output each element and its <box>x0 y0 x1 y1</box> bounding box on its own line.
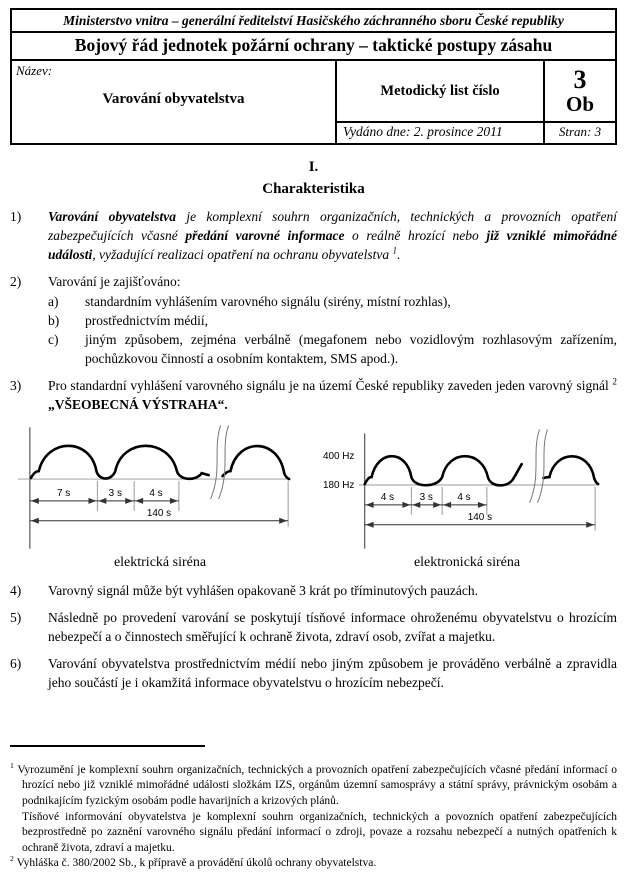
list-item-2: 2) Varování je zajišťováno: a) standardn… <box>10 272 617 368</box>
subitem-c: c) jiným způsobem, zejména verbálně (meg… <box>48 330 617 368</box>
document-title: Bojový řád jednotek požární ochrany – ta… <box>12 33 615 61</box>
text-run: , vyžadující realizaci opatření na ochra… <box>92 247 393 263</box>
subitem-number: c) <box>48 331 59 347</box>
sheet-label: Metodický list číslo <box>337 61 545 123</box>
item-text: Pro standardní vyhlášení varovného signá… <box>48 376 617 414</box>
item-number: 4) <box>10 582 22 598</box>
dim-label: 4 s <box>381 491 394 502</box>
list-item-4: 4) Varovný signál může být vyhlášen opak… <box>10 581 617 600</box>
footnote-2: 2 Vyhláška č. 380/2002 Sb., k přípravě a… <box>10 854 617 872</box>
issued-date: Vydáno dne: 2. prosince 2011 <box>337 123 545 143</box>
text-run: je komplexní souhrn organizačních, techn… <box>48 209 617 244</box>
footnote-text: Vyrozumění je komplexní souhrn organizač… <box>17 763 617 807</box>
electronic-siren-caption: elektronická siréna <box>413 554 521 570</box>
footnote-ref-1: 1 <box>392 245 398 256</box>
freq-low-label: 180 Hz <box>323 480 354 491</box>
dim-label-total: 140 s <box>147 507 171 518</box>
footnote-number: 1 <box>10 760 14 770</box>
bold-run: předání varovné informace <box>185 228 345 244</box>
item-text: Varovný signál může být vyhlášen opakova… <box>48 582 479 598</box>
page-count: Stran: 3 <box>558 124 602 139</box>
bold-run: Varování obyvatelstva <box>48 209 177 224</box>
break-marks <box>210 424 230 499</box>
break-marks <box>529 428 548 503</box>
list-item-6: 6) Varování obyvatelstva prostřednictvím… <box>10 654 617 692</box>
item-number: 5) <box>10 609 22 625</box>
dim-label: 7 s <box>57 488 70 499</box>
electronic-siren-figure: 400 Hz 180 Hz 4 s 3 s 4 s <box>323 428 600 549</box>
text-run: o reálně hrozící nebo <box>344 228 487 244</box>
item-number: 6) <box>10 656 22 672</box>
siren-diagrams: 7 s 3 s 4 s 140 s elektrická siréna 400 … <box>10 423 617 571</box>
header-grid: Název: Varování obyvatelstva Metodický l… <box>12 61 615 143</box>
subitem-number: b) <box>48 312 60 328</box>
list-item-5: 5) Následně po provedení varování se pos… <box>10 608 617 646</box>
item-text: Varování obyvatelstva je komplexní souhr… <box>48 207 617 264</box>
subitem-text: prostřednictvím médií, <box>85 312 208 328</box>
electric-siren-figure: 7 s 3 s 4 s 140 s <box>17 424 291 549</box>
subitem-b: b) prostřednictvím médií, <box>48 311 617 330</box>
electronic-siren-diagram: 400 Hz 180 Hz 4 s 3 s 4 s <box>317 423 617 571</box>
dim-label-total: 140 s <box>468 511 492 522</box>
footnote-separator <box>10 744 205 747</box>
dimension-row-1: 7 s 3 s 4 s <box>29 488 179 504</box>
subitem-text: standardním vyhlášením varovného signálu… <box>85 293 451 309</box>
name-cell: Název: Varování obyvatelstva <box>12 61 337 143</box>
list-item-3: 3) Pro standardní vyhlášení varovného si… <box>10 376 617 414</box>
subitem-text: jiným způsobem, zejména verbálně (megafo… <box>85 331 617 367</box>
text-run: Pro standardní vyhlášení varovného signá… <box>48 378 613 394</box>
footnote-ref-2: 2 <box>612 376 617 387</box>
dimension-row-total: 140 s <box>29 507 289 524</box>
footnote-1-continued: Tísňové informování obyvatelstva je komp… <box>22 810 617 854</box>
bold-run: „VŠEOBECNÁ VÝSTRAHA“. <box>48 397 228 413</box>
dim-label: 4 s <box>457 491 470 502</box>
item-text: Následně po provedení varování se poskyt… <box>48 609 617 644</box>
item-lead: Varování je zajišťováno: <box>48 274 181 290</box>
sheet-number-cell: 3 Ob <box>545 61 615 123</box>
sheet-code: Ob <box>565 91 594 116</box>
item-number: 2) <box>10 274 22 290</box>
dim-label: 3 s <box>109 488 122 499</box>
siren-waveform <box>363 454 600 487</box>
footnotes-section: 1 Vyrozumění je komplexní souhrn organiz… <box>10 744 617 872</box>
electric-siren-caption: elektrická siréna <box>113 554 207 570</box>
footnote-1: 1 Vyrozumění je komplexní souhrn organiz… <box>10 760 617 810</box>
list-item-1: 1) Varování obyvatelstva je komplexní so… <box>10 207 617 264</box>
sheet-number: 3 <box>573 65 587 95</box>
subitem-a: a) standardním vyhlášením varovného sign… <box>48 292 617 311</box>
header-table: Ministerstvo vnitra – generální ředitels… <box>10 8 617 145</box>
footnote-text: Vyhláška č. 380/2002 Sb., k přípravě a p… <box>16 857 377 870</box>
freq-high-label: 400 Hz <box>323 451 354 462</box>
dim-label: 4 s <box>149 488 162 499</box>
item-number: 1) <box>10 209 22 224</box>
bold-run: již vzniklé mimořádné události <box>48 228 617 263</box>
text-run: . <box>397 247 401 263</box>
item-text: Varování obyvatelstva prostřednictvím mé… <box>48 656 617 691</box>
subitem-number: a) <box>48 293 59 309</box>
name-label: Název: <box>16 63 53 78</box>
footnote-number: 2 <box>10 854 14 864</box>
dimension-row-1: 4 s 3 s 4 s <box>364 491 487 508</box>
siren-waveform <box>29 444 291 480</box>
item-number: 3) <box>10 378 22 394</box>
item-text: Varování je zajišťováno: a) standardním … <box>48 272 617 368</box>
ministry-title: Ministerstvo vnitra – generální ředitels… <box>12 10 615 33</box>
section-numeral: I. <box>308 159 319 175</box>
dim-label: 3 s <box>420 491 433 502</box>
electric-siren-diagram: 7 s 3 s 4 s 140 s elektrická siréna <box>10 423 310 571</box>
dimension-row-total: 140 s <box>364 511 596 528</box>
page-title: Varování obyvatelstva <box>102 91 245 107</box>
section-title: Charakteristika <box>262 181 365 197</box>
